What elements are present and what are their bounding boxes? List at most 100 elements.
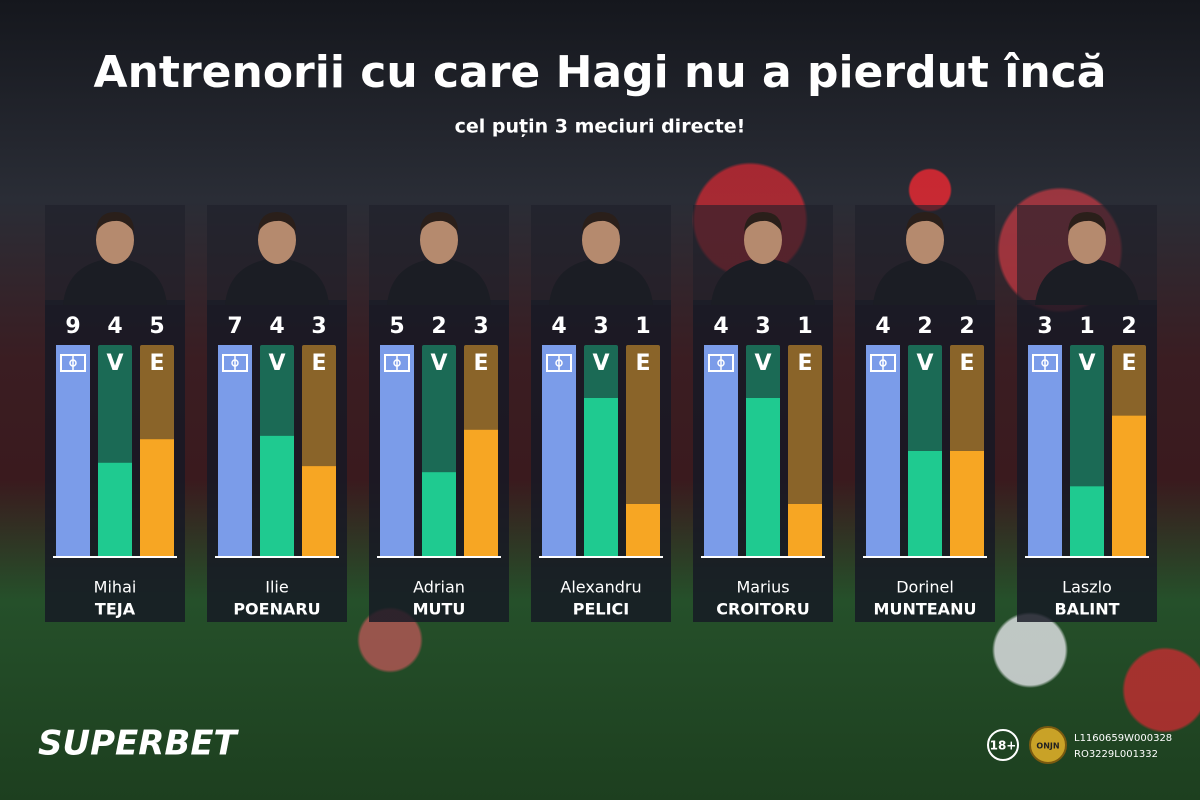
value-label: 3	[1037, 314, 1052, 339]
first-name: Alexandru	[560, 578, 641, 597]
value-label: 4	[107, 314, 122, 339]
coach-photo	[387, 258, 491, 305]
brand-logo: SUPERBET	[38, 724, 240, 764]
bar	[56, 345, 90, 557]
last-name: PELICI	[573, 600, 630, 619]
bar	[584, 398, 618, 557]
first-name: Laszlo	[1062, 578, 1112, 597]
license: L1160659W000328	[1074, 733, 1172, 744]
coach-photo	[1035, 258, 1139, 305]
bar	[908, 451, 942, 557]
bar	[422, 472, 456, 557]
category-label: E	[473, 351, 488, 376]
last-name: TEJA	[95, 600, 136, 619]
pitch-icon	[231, 359, 239, 367]
value-label: 7	[227, 314, 242, 339]
bar	[218, 345, 252, 557]
coach-photo	[744, 216, 782, 264]
pitch-icon	[717, 359, 725, 367]
category-label: E	[1121, 351, 1136, 376]
value-label: 3	[755, 314, 770, 339]
value-label: 4	[713, 314, 728, 339]
coach-photo	[225, 258, 329, 305]
coach-photo	[582, 216, 620, 264]
bar	[788, 504, 822, 557]
title: Antrenorii cu care Hagi nu a pierdut înc…	[94, 47, 1107, 98]
coach-photo	[744, 212, 782, 232]
first-name: Mihai	[94, 578, 137, 597]
bar	[464, 429, 498, 557]
bar	[866, 345, 900, 557]
category-label: E	[149, 351, 164, 376]
license: RO3229L001332	[1074, 749, 1158, 760]
value-label: 2	[917, 314, 932, 339]
last-name: BALINT	[1054, 600, 1119, 619]
bar	[98, 462, 132, 557]
category-label: E	[797, 351, 812, 376]
value-label: 2	[431, 314, 446, 339]
coach-photo	[906, 216, 944, 264]
last-name: MUTU	[413, 600, 466, 619]
pitch-icon	[1041, 359, 1049, 367]
age-badge: 18+	[990, 739, 1017, 753]
pitch-icon	[393, 359, 401, 367]
value-label: 9	[65, 314, 80, 339]
last-name: CROITORU	[716, 600, 809, 619]
category-label: V	[754, 351, 771, 376]
first-name: Dorinel	[896, 578, 954, 597]
pitch-icon	[555, 359, 563, 367]
value-label: 1	[635, 314, 650, 339]
bar	[746, 398, 780, 557]
bar	[950, 451, 984, 557]
bar	[1070, 486, 1104, 557]
value-label: 5	[149, 314, 164, 339]
bar	[140, 439, 174, 557]
category-label: V	[268, 351, 285, 376]
category-label: V	[916, 351, 933, 376]
last-name: POENARU	[233, 600, 320, 619]
last-name: MUNTEANU	[874, 600, 977, 619]
coach-photo	[1068, 212, 1106, 232]
coach-photo	[582, 212, 620, 232]
bar	[260, 435, 294, 557]
coach-photo	[1068, 216, 1106, 264]
category-label: V	[106, 351, 123, 376]
bar	[542, 345, 576, 557]
subtitle: cel puțin 3 meciuri directe!	[455, 116, 746, 138]
coach-photo	[549, 258, 653, 305]
category-label: V	[1078, 351, 1095, 376]
coach-photo	[420, 216, 458, 264]
first-name: Adrian	[413, 578, 465, 597]
value-label: 3	[593, 314, 608, 339]
coach-photo	[258, 216, 296, 264]
value-label: 2	[959, 314, 974, 339]
value-label: 4	[551, 314, 566, 339]
first-name: Ilie	[265, 578, 288, 597]
coach-photo	[96, 216, 134, 264]
first-name: Marius	[736, 578, 789, 597]
value-label: 3	[473, 314, 488, 339]
value-label: 4	[269, 314, 284, 339]
onjn-label: ONJN	[1036, 742, 1059, 751]
value-label: 1	[1079, 314, 1094, 339]
coach-photo	[420, 212, 458, 232]
value-label: 1	[797, 314, 812, 339]
category-label: E	[311, 351, 326, 376]
pitch-icon	[69, 359, 77, 367]
value-label: 4	[875, 314, 890, 339]
category-label: V	[592, 351, 609, 376]
age-badge-ring	[987, 729, 1019, 761]
category-label: E	[635, 351, 650, 376]
bar	[302, 466, 336, 557]
coach-photo	[96, 212, 134, 232]
bar	[626, 504, 660, 557]
coach-photo	[873, 258, 977, 305]
coach-photo	[258, 212, 296, 232]
category-label: E	[959, 351, 974, 376]
onjn-emblem	[1029, 726, 1067, 764]
bar	[1112, 415, 1146, 557]
value-label: 5	[389, 314, 404, 339]
pitch-icon	[879, 359, 887, 367]
bar	[380, 345, 414, 557]
